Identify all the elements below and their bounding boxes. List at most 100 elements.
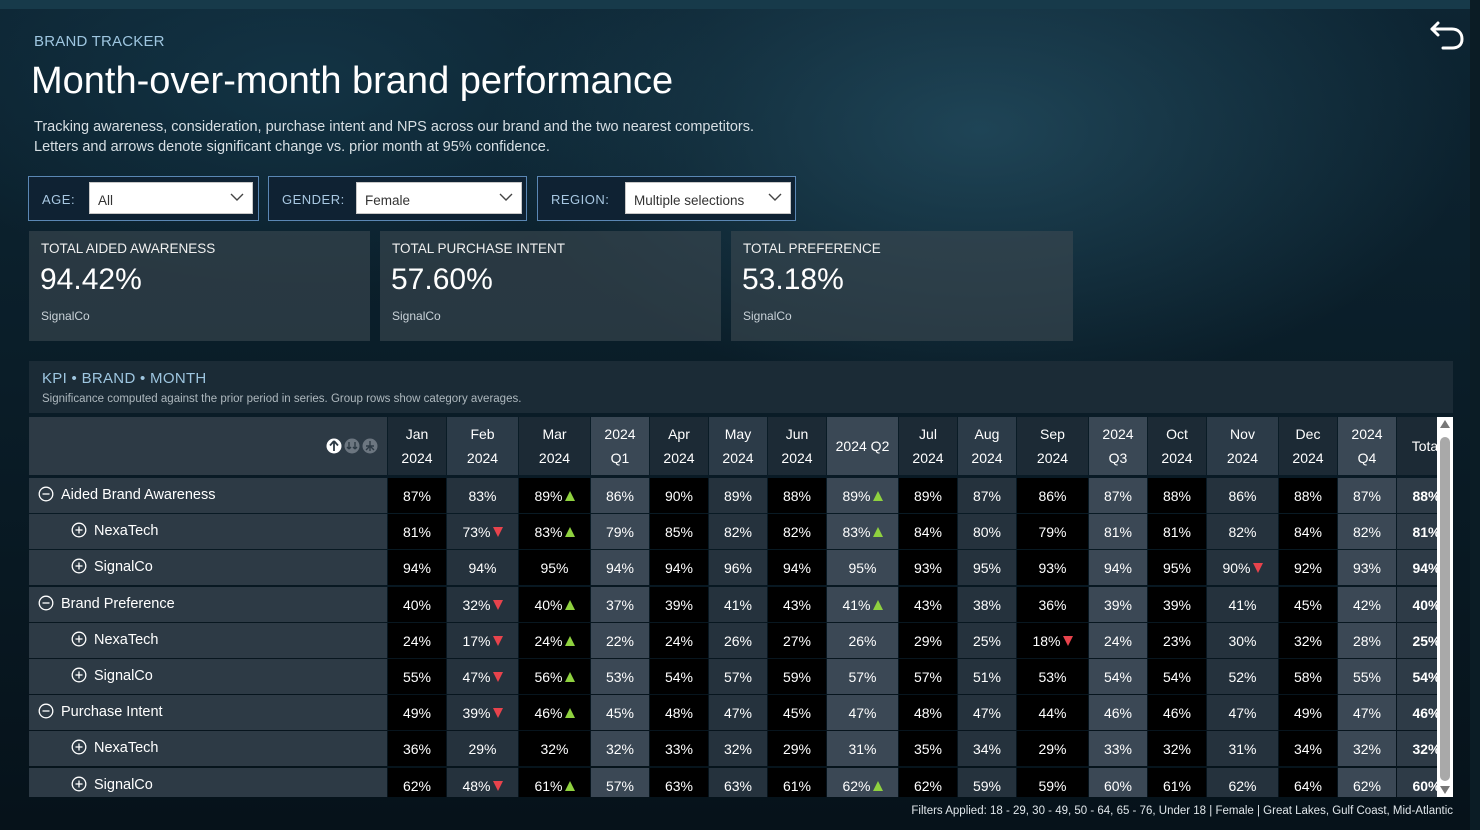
chevron-down-icon (768, 193, 782, 201)
column-header[interactable]: Sep 2024 (1017, 417, 1088, 475)
column-header-label: Jul 2024 (912, 422, 943, 470)
chevron-down-icon (230, 193, 244, 201)
expand-plus-icon[interactable] (71, 776, 87, 792)
cell-value: 83% (842, 523, 871, 540)
column-header-label: May 2024 (722, 422, 753, 470)
column-header[interactable]: 2024 Q2 (827, 417, 898, 475)
sig-down-arrow-icon (492, 526, 503, 537)
column-header[interactable]: Oct 2024 (1148, 417, 1206, 475)
column-header[interactable]: 2024 Q3 (1089, 417, 1147, 475)
column-header[interactable]: Jan 2024 (388, 417, 446, 475)
column-header[interactable]: Aug 2024 (958, 417, 1016, 475)
scroll-up-arrow-icon[interactable] (1440, 420, 1450, 428)
column-header[interactable]: Jun 2024 (768, 417, 826, 475)
column-header[interactable]: Total (1397, 417, 1437, 475)
page-kicker: BRAND TRACKER (34, 33, 165, 50)
brand-row-label[interactable]: NexaTech (29, 731, 387, 766)
column-header-label: 2024 Q2 (836, 434, 890, 458)
matrix-cell: 82% (709, 514, 767, 549)
matrix-cell: 31% (827, 731, 898, 766)
expand-plus-icon[interactable] (71, 667, 87, 683)
cell-value: 88% (1412, 487, 1437, 504)
back-button[interactable] (1428, 14, 1468, 52)
column-header[interactable]: Jul 2024 (899, 417, 957, 475)
cell-value: 36% (1038, 596, 1067, 613)
drill-up-icon[interactable] (326, 438, 342, 454)
gender-filter-label: GENDER: (282, 192, 345, 207)
matrix-cell: 59% (958, 768, 1016, 797)
cell-value: 43% (782, 596, 812, 613)
expand-plus-icon[interactable] (71, 631, 87, 647)
cell-value: 27% (782, 632, 812, 649)
group-row-label[interactable]: Purchase Intent (29, 695, 387, 730)
cell-value: 62% (1352, 777, 1382, 794)
matrix-scrollbar[interactable] (1437, 417, 1453, 797)
collapse-minus-icon[interactable] (38, 595, 54, 611)
matrix-cell: 43% (768, 587, 826, 622)
matrix-cell: 36% (1017, 587, 1088, 622)
expand-plus-icon[interactable] (71, 739, 87, 755)
column-header-line-1: Aug (974, 426, 1000, 442)
scroll-down-arrow-icon[interactable] (1440, 786, 1450, 794)
matrix-cell: 94% (591, 550, 649, 585)
region-filter-label: REGION: (551, 192, 610, 207)
column-header-line-1: Total (1411, 438, 1437, 454)
matrix-cell: 54% (1089, 659, 1147, 694)
brand-row-label[interactable]: SignalCo (29, 659, 387, 694)
brand-row-label[interactable]: SignalCo (29, 550, 387, 585)
matrix-cell: 39% (447, 695, 518, 730)
matrix-cell: 47% (447, 659, 518, 694)
drill-down-icon[interactable] (344, 438, 360, 454)
matrix-cell: 95% (958, 550, 1016, 585)
column-header[interactable]: 2024 Q4 (1338, 417, 1396, 475)
cell-value: 32% (723, 740, 753, 757)
cell-value: 45% (1293, 596, 1323, 613)
collapse-minus-icon[interactable] (38, 486, 54, 502)
brand-row-label[interactable]: NexaTech (29, 623, 387, 658)
expand-plus-icon[interactable] (71, 558, 87, 574)
cell-value: 49% (1293, 704, 1323, 721)
column-header[interactable]: Nov 2024 (1207, 417, 1278, 475)
cell-value: 93% (1352, 559, 1382, 576)
sig-up-arrow-icon (564, 599, 575, 610)
sig-up-arrow-icon (872, 526, 883, 537)
cell-value: 54% (1103, 668, 1133, 685)
column-header[interactable]: Dec 2024 (1279, 417, 1337, 475)
cell-value: 83% (468, 487, 497, 504)
age-dropdown[interactable]: All (89, 182, 253, 214)
scroll-thumb[interactable] (1440, 437, 1450, 781)
matrix-corner-header (29, 417, 387, 475)
matrix-cell: 94% (1089, 550, 1147, 585)
matrix-cell: 54% (1397, 659, 1437, 694)
cell-value: 89% (723, 487, 753, 504)
brand-row-label[interactable]: NexaTech (29, 514, 387, 549)
cell-value: 94% (468, 559, 497, 576)
expand-plus-icon[interactable] (71, 522, 87, 538)
cell-value: 32% (1352, 740, 1382, 757)
matrix-cell: 32% (1148, 731, 1206, 766)
column-header[interactable]: Feb 2024 (447, 417, 518, 475)
region-dropdown[interactable]: Multiple selections (625, 182, 791, 214)
column-header[interactable]: May 2024 (709, 417, 767, 475)
matrix-cell: 24% (650, 623, 708, 658)
cell-value: 82% (1228, 523, 1257, 540)
group-row-label[interactable]: Brand Preference (29, 587, 387, 622)
cell-value: 88% (1162, 487, 1192, 504)
cell-value: 24% (402, 632, 432, 649)
cell-value: 51% (972, 668, 1002, 685)
column-header[interactable]: Apr 2024 (650, 417, 708, 475)
brand-row-label[interactable]: SignalCo (29, 768, 387, 797)
gender-dropdown[interactable]: Female (356, 182, 522, 214)
expand-all-icon[interactable] (362, 438, 378, 454)
cell-value: 45% (782, 704, 812, 721)
column-header[interactable]: Mar 2024 (519, 417, 590, 475)
matrix-cell: 43% (899, 587, 957, 622)
group-row-label[interactable]: Aided Brand Awareness (29, 478, 387, 513)
matrix-cell: 54% (1148, 659, 1206, 694)
matrix-cell: 47% (958, 695, 1016, 730)
kpi-value: 94.42% (40, 263, 142, 296)
cell-value: 95% (972, 559, 1002, 576)
column-header[interactable]: 2024 Q1 (591, 417, 649, 475)
cell-value: 47% (972, 704, 1002, 721)
collapse-minus-icon[interactable] (38, 703, 54, 719)
